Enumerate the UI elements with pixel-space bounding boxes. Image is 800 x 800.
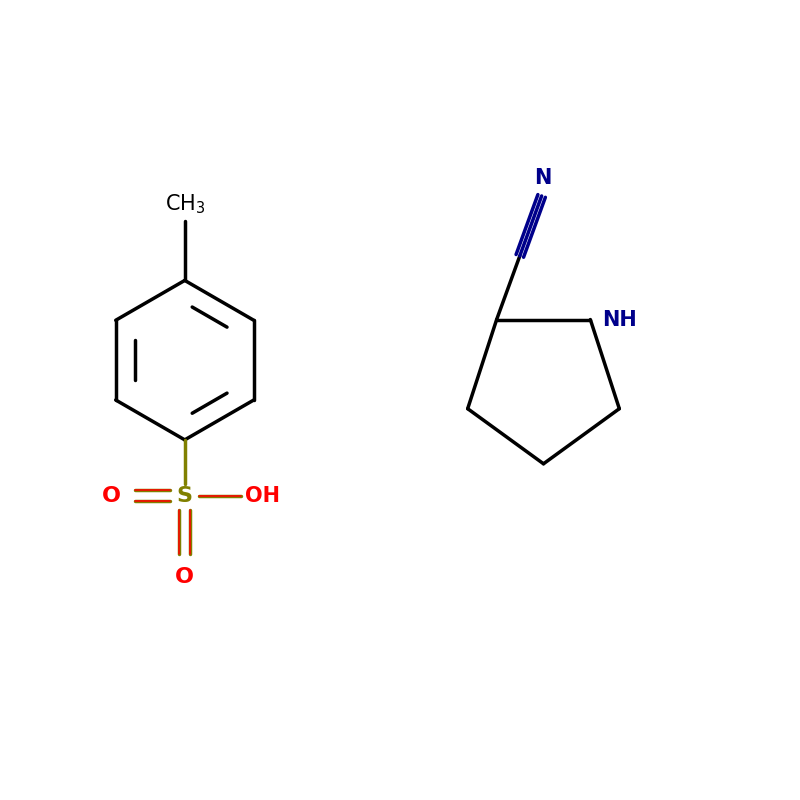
- Text: O: O: [102, 486, 121, 506]
- Text: N: N: [534, 168, 552, 188]
- Text: CH$_3$: CH$_3$: [165, 192, 205, 216]
- Text: O: O: [175, 567, 194, 587]
- Text: OH: OH: [245, 486, 279, 506]
- Text: NH: NH: [602, 310, 637, 330]
- Text: S: S: [177, 486, 193, 506]
